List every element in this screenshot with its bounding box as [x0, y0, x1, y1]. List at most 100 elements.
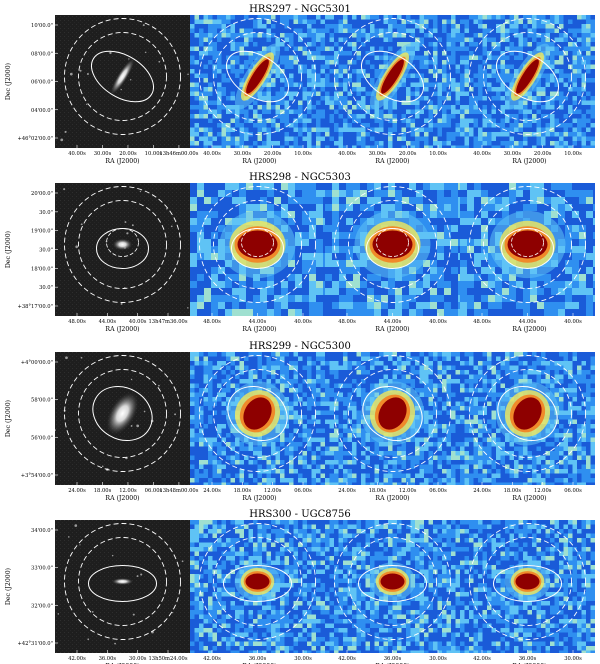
- x-tick-label: 30.00s: [129, 656, 147, 662]
- x-tick-label: 30.00s: [564, 656, 582, 662]
- sky-annulus-inner: [213, 537, 302, 626]
- x-tick-label: 42.00s: [338, 656, 356, 662]
- x-tick-label: 48.00s: [203, 319, 221, 325]
- x-tick-label: 13h46m00.00s: [159, 151, 198, 157]
- aperture-ellipse: [358, 565, 427, 602]
- galaxy-optical: [111, 578, 134, 585]
- field-star: [80, 356, 83, 359]
- field-star: [105, 240, 108, 243]
- x-tick-label: 18.00s: [234, 488, 252, 494]
- x-tick-label: 40.00s: [564, 319, 582, 325]
- sky-annulus-inner: [78, 369, 167, 458]
- map-panel-2: 40.00s 30.00s 20.00s 10.00s RA (J2000): [325, 15, 460, 165]
- sky-annulus-outer: [199, 523, 316, 640]
- y-axis-label: Dec (J2000): [5, 568, 12, 605]
- x-tick-label: 30.00s: [94, 151, 112, 157]
- y-tick-label: 08'00.0": [31, 51, 53, 57]
- galaxy-emission: [243, 397, 272, 430]
- x-tick-label: 12.00s: [119, 488, 137, 494]
- x-axis-label: RA (J2000): [242, 326, 276, 333]
- galaxy-emission: [507, 230, 548, 259]
- y-axis-label: Dec (J2000): [5, 400, 12, 437]
- map-panel-3: 24.00s 18.00s 12.00s 06.00s RA (J2000): [460, 352, 595, 502]
- pixel-map: [460, 520, 595, 653]
- y-tick-label: 19'00.0": [31, 229, 53, 235]
- aperture-ellipse: [88, 565, 157, 602]
- x-axis-label: RA (J2000): [512, 158, 546, 165]
- galaxy-emission: [513, 397, 542, 430]
- x-tick-label: 40.00s: [429, 319, 447, 325]
- row-title: HRS299 - NGC5300: [249, 341, 351, 352]
- sky-annulus-inner: [483, 32, 572, 121]
- map-panel-3: 48.00s 44.00s 40.00s RA (J2000): [460, 183, 595, 333]
- x-tick-label: 40.00s: [129, 319, 147, 325]
- field-star: [57, 613, 60, 615]
- sky-annulus-outer: [64, 523, 181, 640]
- sky-annulus-outer: [64, 186, 181, 303]
- x-tick-label: 20.00s: [264, 151, 282, 157]
- aperture-ellipse: [92, 386, 153, 441]
- aperture-ellipse: [361, 50, 424, 103]
- aperture-ellipse: [91, 50, 154, 103]
- x-tick-label: 10.00s: [429, 151, 447, 157]
- sky-annulus-outer: [199, 186, 316, 303]
- field-star: [139, 190, 142, 193]
- x-tick-label: 48.00s: [338, 319, 356, 325]
- field-star: [158, 60, 161, 63]
- galaxy-optical: [106, 391, 139, 436]
- field-star: [174, 413, 177, 416]
- x-tick-label: 44.00s: [99, 319, 117, 325]
- x-tick-label: 06.00s: [294, 488, 312, 494]
- field-star: [126, 232, 129, 235]
- sky-annulus-outer: [334, 186, 451, 303]
- sky-annulus-outer: [334, 523, 451, 640]
- field-star: [79, 544, 81, 546]
- sky-annulus-inner: [348, 200, 437, 289]
- field-star: [109, 51, 112, 55]
- field-star: [136, 424, 140, 428]
- galaxy-emission: [246, 59, 269, 94]
- x-tick-label: 36.00s: [99, 656, 117, 662]
- x-axis-label: RA (J2000): [512, 495, 546, 502]
- x-tick-label: 12.00s: [534, 488, 552, 494]
- sky-annulus-outer: [469, 18, 586, 135]
- sky-annulus-inner: [483, 369, 572, 458]
- nucleus-aperture: [511, 228, 544, 257]
- field-star: [181, 560, 184, 563]
- aperture-ellipse: [362, 386, 423, 441]
- x-tick-label: 42.00s: [68, 656, 86, 662]
- nucleus-aperture: [376, 228, 409, 257]
- sky-annulus-inner: [78, 537, 167, 626]
- y-tick-label: +42°31'00.0": [17, 641, 53, 647]
- y-tick-label: +46°02'00.0": [17, 136, 53, 142]
- field-star: [63, 188, 66, 191]
- aperture-ellipse: [493, 565, 562, 602]
- y-tick-label: 18'00.0": [31, 266, 53, 272]
- field-star: [60, 138, 64, 142]
- y-tick-label: 04'00.0": [31, 108, 53, 114]
- galaxy-emission: [245, 573, 270, 590]
- sky-annulus-outer: [334, 18, 451, 135]
- map-panel-1: 40.00s 30.00s 20.00s 10.00s RA (J2000): [190, 15, 325, 165]
- sky-annulus-inner: [483, 200, 572, 289]
- y-tick-label: +4°00'00.0": [21, 360, 53, 366]
- x-tick-label: 30.00s: [369, 151, 387, 157]
- x-tick-label: 48.00s: [68, 319, 86, 325]
- x-tick-label: 24.00s: [68, 488, 86, 494]
- field-star: [80, 223, 83, 226]
- x-axis-label: RA (J2000): [242, 158, 276, 165]
- x-tick-label: 10.00s: [564, 151, 582, 157]
- field-star: [187, 307, 189, 309]
- y-tick-label: 33'00.0": [31, 566, 53, 572]
- y-tick-label: 56'00.0": [31, 435, 53, 441]
- field-star: [128, 58, 130, 60]
- x-tick-label: 40.00s: [294, 319, 312, 325]
- galaxy-optical: [110, 57, 135, 96]
- x-tick-label: 40.00s: [473, 151, 491, 157]
- y-tick-label: 58'00.0": [31, 398, 53, 404]
- field-star: [75, 245, 79, 249]
- field-star: [86, 72, 89, 75]
